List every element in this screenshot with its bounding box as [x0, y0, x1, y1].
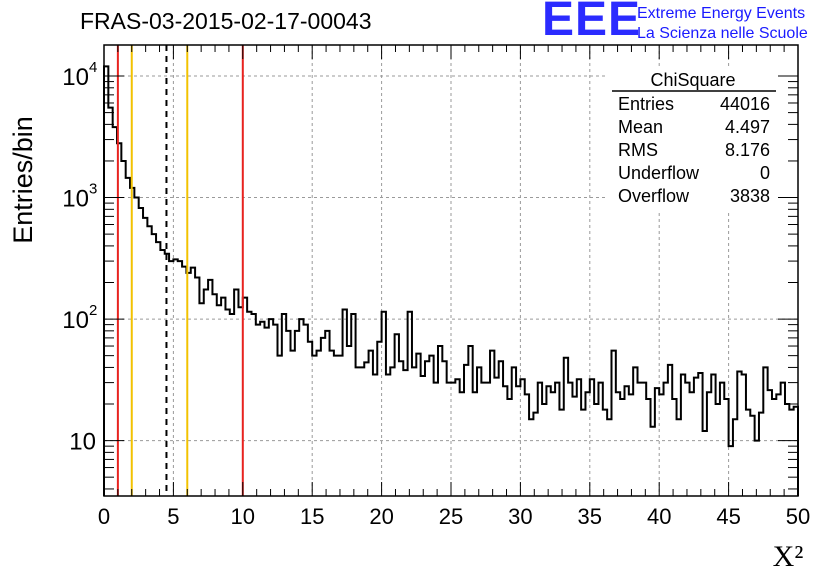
histogram-series	[103, 65, 799, 496]
x-tick-labels: 0 5 10 15 20 25 30 35 40 45 50	[98, 504, 810, 529]
stats-row-value: 4.497	[725, 117, 770, 137]
y-tick-exponent: 2	[89, 302, 97, 319]
x-tick-label: 10	[231, 504, 255, 529]
x-tick-label: 40	[647, 504, 671, 529]
marker-lines	[116, 45, 244, 496]
y-tick-exponent: 3	[89, 181, 97, 198]
x-tick-label: 0	[98, 504, 110, 529]
y-tick-label: 10	[62, 186, 89, 213]
y-tick-label: 10	[62, 64, 89, 91]
stats-row-value: 3838	[730, 186, 770, 206]
x-tick-label: 15	[300, 504, 324, 529]
x-tick-label: 25	[439, 504, 463, 529]
stats-row-label: Underflow	[618, 163, 700, 183]
stats-row-value: 0	[760, 163, 770, 183]
y-tick-exponent: 4	[89, 59, 97, 76]
stats-row-label: Entries	[618, 94, 674, 114]
stats-row-label: Mean	[618, 117, 663, 137]
stats-row-value: 8.176	[725, 140, 770, 160]
y-axis-label: Entries/bin	[8, 116, 38, 244]
x-tick-label: 45	[716, 504, 740, 529]
x-tick-label: 35	[578, 504, 602, 529]
axis-ticks	[103, 45, 799, 496]
stats-box-title: ChiSquare	[650, 70, 735, 90]
x-tick-label: 20	[369, 504, 393, 529]
x-tick-label: 50	[786, 504, 810, 529]
stats-row-value: 44016	[720, 94, 770, 114]
logo-line-1: Extreme Energy Events	[637, 5, 806, 22]
y-tick-label: 10	[69, 429, 96, 456]
stats-row-label: Overflow	[618, 186, 690, 206]
stats-box: ChiSquare Entries 44016 Mean 4.497 RMS 8.176 Un…	[608, 67, 778, 213]
x-tick-label: 5	[167, 504, 179, 529]
stats-row-label: RMS	[618, 140, 658, 160]
x-axis-label: X²	[773, 540, 804, 572]
x-tick-label: 30	[508, 504, 532, 529]
logo-line-2: La Scienza nelle Scuole	[637, 25, 808, 42]
eee-logo-mark: EEE	[542, 0, 642, 46]
y-tick-label: 10	[62, 307, 89, 334]
eee-logo: EEE Extreme Energy Events La Scienza nel…	[542, 0, 812, 46]
run-title: FRAS-03-2015-02-17-00043	[80, 8, 372, 34]
